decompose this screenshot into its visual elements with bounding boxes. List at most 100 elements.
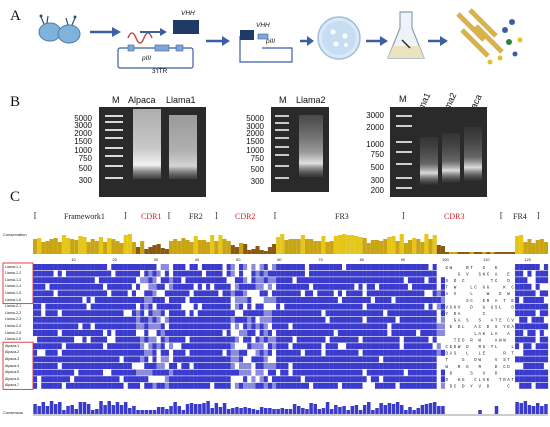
alignment-cell [412,343,417,350]
residue-letter: S [495,326,498,330]
alignment-cell [342,330,347,336]
alignment-cell [436,356,441,363]
alignment-cell [41,270,46,277]
alignment-cell [160,323,165,330]
conservation-bar [94,241,99,254]
alignment-cell [168,290,174,297]
alignment-cell [164,303,170,310]
alignment-cell [292,303,297,310]
alignment-cell [103,356,108,363]
alignment-cell [45,330,50,336]
alignment-cell [350,356,355,363]
alignment-cell [177,369,182,376]
alignment-cell [416,369,421,376]
alignment-cell [498,303,503,310]
alignment-cell [247,264,252,270]
consensus-logo-bar [53,404,58,414]
alignment-cell [131,264,137,270]
alignment-cell [366,343,371,350]
alignment-cell [387,356,392,363]
alignment-cell [119,283,124,290]
alignment-cell [354,310,359,317]
alignment-cell [313,270,318,277]
alignment-cell [473,283,479,290]
alignment-cell [222,336,227,343]
alignment-cell [440,310,446,317]
alignment-cell [366,310,371,317]
alignment-cell [45,323,50,330]
alignment-cell [477,283,483,290]
arrow-right-icon [366,36,388,46]
conservation-bar [288,239,293,254]
alignment-cell [329,264,334,270]
alignment-cell [473,369,479,376]
alignment-cell [502,349,507,356]
ladder-label: 5000 [246,114,264,123]
alignment-cell [210,303,215,310]
gel-image [390,107,487,197]
alignment-cell [123,264,128,270]
alignment-cell [486,310,491,317]
alignment-cell [362,376,367,383]
alignment-cell [440,336,446,343]
alignment-cell [173,323,178,330]
alignment-cell [37,330,42,336]
alignment-cell [222,356,227,363]
alignment-cell [296,277,301,284]
residue-letter: D [462,386,465,390]
alignment-cell [247,277,252,284]
alignment-cell [243,336,248,343]
alignment-cell [366,316,371,323]
alignment-cell [321,310,326,317]
alignment-cell [193,283,198,290]
conservation-bar [33,239,38,254]
alignment-cell [276,316,281,323]
conservation-bar [432,235,437,254]
alignment-cell [177,376,182,383]
alignment-cell [502,336,507,343]
alignment-cell [61,264,67,270]
alignment-cell [387,303,392,310]
alignment-cell [337,290,343,297]
alignment-cell [222,277,227,284]
alignment-cell [148,290,153,297]
residue-letter: E [450,346,453,350]
alignment-cell [391,336,396,343]
residue-letter: D [495,372,498,376]
alignment-cell [111,297,116,303]
alignment-cell [177,283,182,290]
alignment-cell [267,356,273,363]
alignment-cell [379,283,384,290]
alignment-cell [45,363,50,369]
alignment-cell [300,323,306,330]
alignment-cell [337,316,343,323]
alignment-cell [45,303,50,310]
alignment-cell [267,336,273,343]
alignment-cell [168,310,174,317]
alignment-cell [325,270,330,277]
alignment-cell [469,369,474,376]
conservation-bar [197,240,202,254]
residue-letter: T [446,287,449,291]
alignment-cell [465,264,470,270]
alignment-cell [49,290,54,297]
alignment-cell [86,343,91,350]
alignment-cell [523,349,528,356]
alignment-cell [173,270,178,277]
alignment-cell [428,356,433,363]
alignment-cell [333,382,338,389]
alignment-cell [292,349,297,356]
alignment-cell [313,316,318,323]
alignment-cell [131,303,137,310]
alignment-cell [49,363,54,369]
alignment-cell [214,336,219,343]
residue-letter: C [495,280,498,284]
alignment-cell [535,303,540,310]
alignment-cell [527,330,532,336]
alignment-cell [82,382,87,389]
alignment-cell [519,349,524,356]
alignment-cell [144,336,149,343]
alignment-cell [457,277,462,284]
alignment-cell [247,283,252,290]
